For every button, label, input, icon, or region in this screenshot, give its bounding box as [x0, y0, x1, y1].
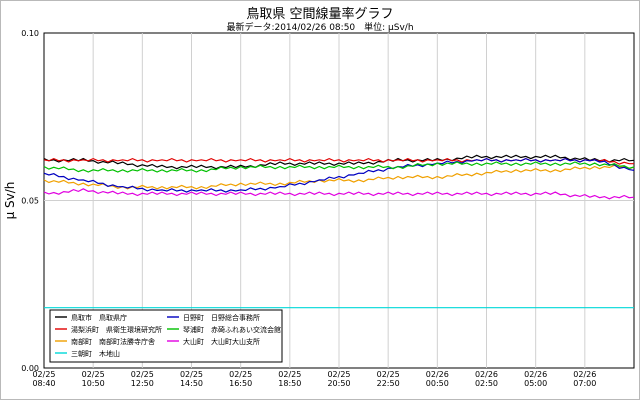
chart-title: 鳥取県 空間線量率グラフ: [246, 7, 394, 22]
x-tick-date: 02/26: [426, 370, 449, 379]
x-tick-time: 08:40: [32, 379, 55, 388]
x-tick-time: 05:00: [524, 379, 547, 388]
legend-label: 南部町 南部町法勝寺庁舎: [71, 337, 155, 346]
x-tick-time: 14:50: [180, 379, 203, 388]
x-tick-time: 20:50: [327, 379, 350, 388]
legend-label: 日野町 日野総合事務所: [183, 313, 260, 322]
x-tick-date: 02/25: [278, 370, 301, 379]
x-tick-date: 02/25: [327, 370, 350, 379]
legend-label: 大山町 大山町大山支所: [183, 337, 260, 346]
x-tick-date: 02/26: [524, 370, 547, 379]
x-tick-date: 02/25: [229, 370, 252, 379]
x-tick-date: 02/26: [573, 370, 596, 379]
legend-label: 湯梨浜町 県衛生環境研究所: [71, 325, 162, 334]
x-tick-time: 22:50: [377, 379, 400, 388]
y-tick-label: 0.00: [21, 364, 39, 373]
x-tick-date: 02/25: [131, 370, 154, 379]
x-tick-time: 02:50: [475, 379, 498, 388]
series-line: [43, 164, 635, 190]
x-tick-time: 12:50: [131, 379, 154, 388]
y-tick-label: 0.10: [21, 29, 39, 38]
legend-box: [49, 309, 283, 363]
x-tick-date: 02/25: [377, 370, 400, 379]
x-tick-time: 10:50: [82, 379, 105, 388]
y-axis-label: μ Sv/h: [3, 182, 17, 220]
chart-subtitle: 最新データ:2014/02/26 08:50 単位: μSv/h: [226, 23, 414, 33]
x-tick-time: 07:00: [573, 379, 596, 388]
legend-label: 鳥取市 鳥取県庁: [71, 313, 127, 322]
x-tick-date: 02/26: [475, 370, 498, 379]
series-line: [43, 188, 635, 200]
series-line: [43, 161, 635, 173]
series-line: [43, 154, 635, 170]
legend-label: 琴浦町 赤碕ふれあい交流会館: [183, 325, 281, 334]
x-tick-time: 00:50: [426, 379, 449, 388]
x-tick-date: 02/25: [82, 370, 105, 379]
x-tick-date: 02/25: [180, 370, 203, 379]
y-tick-label: 0.05: [21, 197, 39, 206]
x-tick-time: 18:50: [278, 379, 301, 388]
legend-label: 三朝町 木地山: [71, 349, 120, 358]
series-line: [43, 157, 635, 193]
x-tick-date: 02/25: [32, 370, 55, 379]
x-tick-time: 16:50: [229, 379, 252, 388]
